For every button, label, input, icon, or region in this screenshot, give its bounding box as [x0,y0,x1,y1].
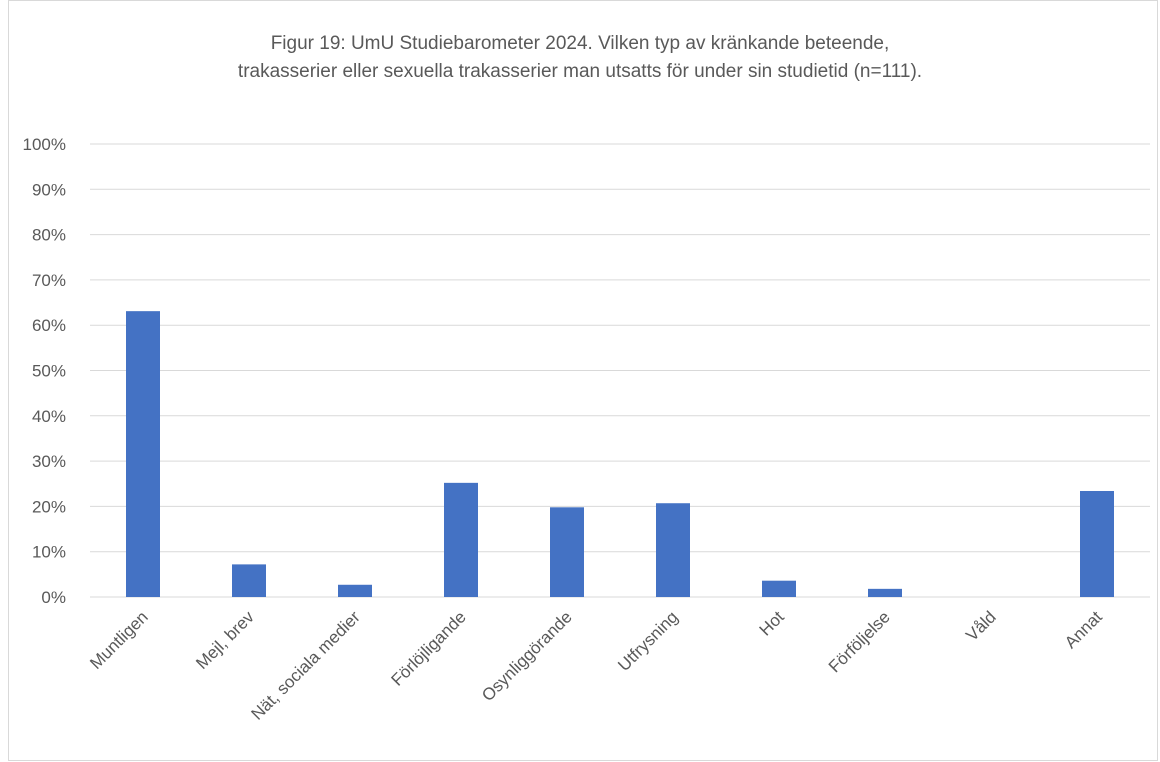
chart-title: Figur 19: UmU Studiebarometer 2024. Vilk… [0,30,1160,86]
y-tick-label: 40% [32,407,66,426]
bar [232,564,266,597]
x-category-label: Förföljelse [825,607,894,676]
bar [762,580,796,597]
y-tick-label: 70% [32,271,66,290]
bar [444,482,478,597]
x-category-label: Förlöjligande [388,607,470,689]
x-category-label: Annat [1061,607,1106,652]
y-axis-tick-labels: 0% 10% 20% 30% 40% 50% 60% 70% 80% 90% 100% [23,135,66,607]
bars [126,311,1114,597]
x-category-label: Osynliggörande [478,607,576,705]
bar [1080,490,1114,597]
chart-frame [8,0,1158,761]
y-tick-label: 0% [41,588,66,607]
y-tick-label: 10% [32,543,66,562]
bar [550,507,584,597]
chart-title-line-1: Figur 19: UmU Studiebarometer 2024. Vilk… [270,33,890,54]
y-tick-label: 90% [32,180,66,199]
chart-title-line-2: trakasserier eller sexuella trakasserier… [237,61,923,82]
x-category-label: Muntligen [86,607,152,673]
y-tick-label: 20% [32,497,66,516]
x-category-label: Mejl, brev [192,607,258,673]
y-tick-label: 100% [23,135,66,154]
y-tick-label: 60% [32,316,66,335]
y-tick-label: 30% [32,452,66,471]
bar [868,588,902,597]
x-category-label: Våld [962,607,999,644]
gridlines [90,143,1150,598]
y-tick-label: 80% [32,226,66,245]
x-category-label: Nät, sociala medier [247,607,364,724]
x-category-label: Hot [756,607,788,639]
y-tick-label: 50% [32,362,66,381]
bar [338,584,372,597]
bar [656,503,690,597]
x-category-label: Utfrysning [614,607,682,675]
bar [126,311,160,597]
